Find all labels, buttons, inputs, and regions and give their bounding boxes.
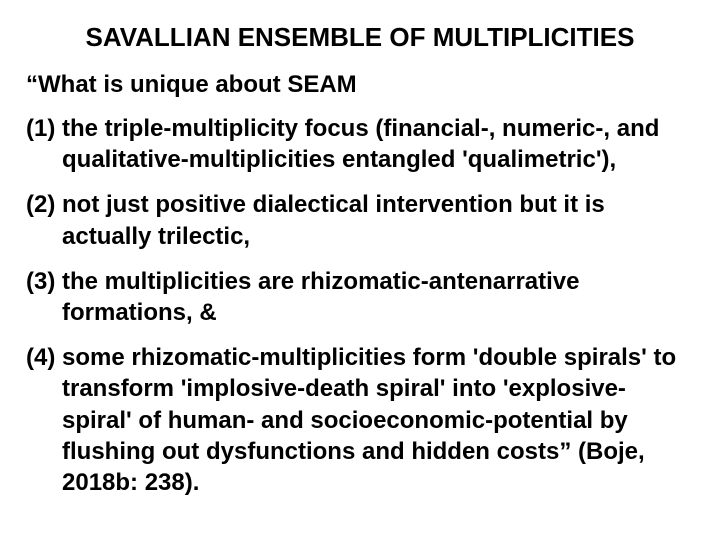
list-item: (1) the triple-multiplicity focus (finan… — [26, 113, 694, 175]
item-text: some rhizomatic-multiplicities form 'dou… — [62, 342, 694, 498]
intro-text: “What is unique about SEAM — [26, 71, 694, 99]
points-list: (1) the triple-multiplicity focus (finan… — [26, 113, 694, 498]
list-item: (3) the multiplicities are rhizomatic-an… — [26, 266, 694, 328]
item-marker: (4) — [26, 342, 62, 498]
item-text: not just positive dialectical interventi… — [62, 189, 694, 251]
item-marker: (2) — [26, 189, 62, 251]
item-text: the triple-multiplicity focus (financial… — [62, 113, 694, 175]
item-marker: (3) — [26, 266, 62, 328]
list-item: (2) not just positive dialectical interv… — [26, 189, 694, 251]
item-text: the multiplicities are rhizomatic-antena… — [62, 266, 694, 328]
item-marker: (1) — [26, 113, 62, 175]
list-item: (4) some rhizomatic-multiplicities form … — [26, 342, 694, 498]
slide-title: SAVALLIAN ENSEMBLE OF MULTIPLICITIES — [26, 22, 694, 53]
